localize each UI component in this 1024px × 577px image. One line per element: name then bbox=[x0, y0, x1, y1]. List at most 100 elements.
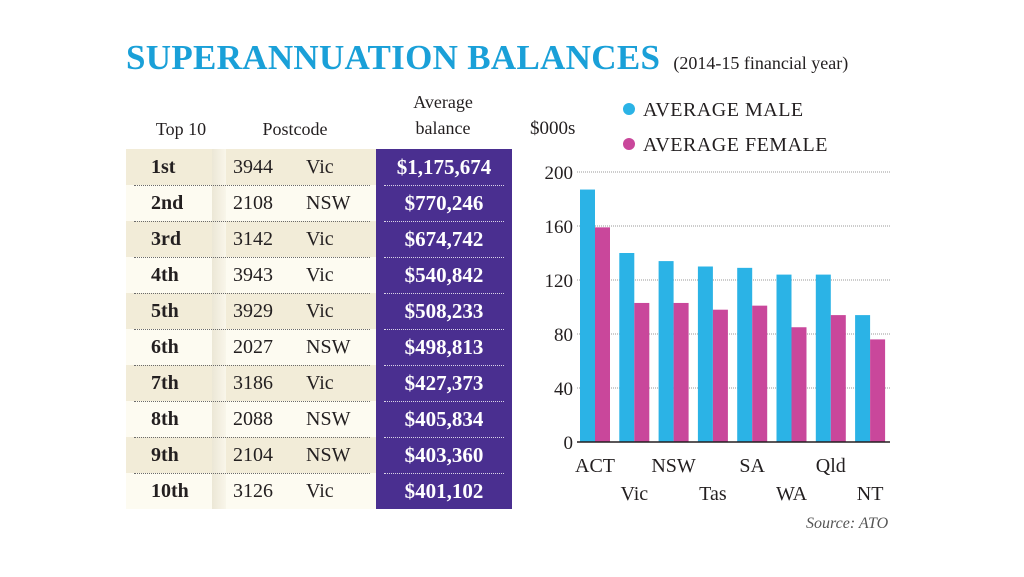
table-row bbox=[126, 437, 376, 473]
balance-divider bbox=[384, 401, 504, 402]
row-rank: 1st bbox=[151, 156, 176, 178]
table-row bbox=[126, 293, 376, 329]
row-state: Vic bbox=[306, 228, 334, 250]
x-tick-label: NT bbox=[857, 483, 884, 505]
row-rank: 9th bbox=[151, 444, 179, 466]
row-balance: $401,102 bbox=[404, 479, 484, 503]
bar-male-nsw bbox=[658, 261, 674, 442]
legend-female-dot-icon bbox=[623, 138, 635, 150]
row-postcode: 3126 bbox=[233, 480, 273, 502]
y-tick-label: 40 bbox=[554, 379, 573, 400]
row-balance: $508,233 bbox=[404, 299, 484, 323]
balance-divider bbox=[384, 185, 504, 186]
x-tick-label: Vic bbox=[620, 483, 648, 505]
row-state: NSW bbox=[306, 336, 351, 358]
row-balance: $498,813 bbox=[404, 335, 484, 359]
row-balance: $540,842 bbox=[404, 263, 484, 287]
row-balance: $770,246 bbox=[404, 191, 484, 215]
bar-male-nt bbox=[855, 315, 871, 442]
bar-male-wa bbox=[776, 274, 792, 442]
source-note: Source: ATO bbox=[806, 515, 889, 532]
table-row bbox=[126, 401, 376, 437]
legend-female: AVERAGE FEMALE bbox=[623, 134, 828, 157]
row-balance: $403,360 bbox=[404, 443, 484, 467]
row-postcode: 2104 bbox=[233, 444, 273, 466]
balance-divider bbox=[384, 257, 504, 258]
row-postcode: 3142 bbox=[233, 228, 273, 250]
row-balance: $405,834 bbox=[404, 407, 484, 431]
table-row bbox=[126, 149, 376, 185]
bar-female-nsw bbox=[673, 302, 689, 442]
row-divider bbox=[134, 473, 370, 474]
title-row: SUPERANNUATION BALANCES (2014-15 financi… bbox=[126, 38, 848, 78]
bar-male-act bbox=[580, 189, 595, 442]
header-balance-line2: balance bbox=[415, 118, 471, 138]
header-balance-line1: Average bbox=[413, 92, 473, 112]
y-tick-label: 80 bbox=[554, 325, 573, 346]
bar-female-nt bbox=[870, 339, 886, 442]
row-postcode: 2088 bbox=[233, 408, 273, 430]
x-tick-label: Tas bbox=[699, 483, 727, 505]
y-tick-label: 200 bbox=[545, 163, 574, 184]
row-balance: $674,742 bbox=[404, 227, 484, 251]
row-state: NSW bbox=[306, 444, 351, 466]
row-rank: 7th bbox=[151, 372, 179, 394]
row-postcode: 3944 bbox=[233, 156, 273, 178]
legend-male-label: AVERAGE MALE bbox=[643, 99, 804, 121]
bar-female-vic bbox=[634, 302, 650, 442]
row-divider bbox=[134, 401, 370, 402]
y-axis-unit-label: $000s bbox=[530, 118, 576, 139]
table-row bbox=[126, 221, 376, 257]
bar-female-tas bbox=[712, 309, 728, 442]
row-postcode: 3929 bbox=[233, 300, 273, 322]
table-row bbox=[126, 257, 376, 293]
y-tick-label: 0 bbox=[564, 433, 574, 454]
row-rank: 3rd bbox=[151, 228, 181, 250]
table-row bbox=[126, 185, 376, 221]
balance-divider bbox=[384, 293, 504, 294]
row-rank: 5th bbox=[151, 300, 179, 322]
table-row bbox=[126, 473, 376, 509]
balance-divider bbox=[384, 221, 504, 222]
legend-male-dot-icon bbox=[623, 103, 635, 115]
bar-male-qld bbox=[815, 274, 831, 442]
balance-divider bbox=[384, 437, 504, 438]
header-postcode: Postcode bbox=[262, 119, 328, 139]
row-balance: $427,373 bbox=[404, 371, 484, 395]
y-tick-label: 120 bbox=[545, 271, 574, 292]
row-state: Vic bbox=[306, 156, 334, 178]
x-tick-label: NSW bbox=[651, 455, 696, 477]
row-state: NSW bbox=[306, 192, 351, 214]
row-state: Vic bbox=[306, 480, 334, 502]
table-row bbox=[126, 365, 376, 401]
row-postcode: 2027 bbox=[233, 336, 273, 358]
x-tick-label: WA bbox=[776, 483, 808, 505]
balance-divider bbox=[384, 329, 504, 330]
row-divider bbox=[134, 293, 370, 294]
row-postcode: 3186 bbox=[233, 372, 273, 394]
chart-subtitle: (2014-15 financial year) bbox=[673, 53, 849, 73]
y-tick-label: 160 bbox=[545, 217, 574, 238]
row-rank: 6th bbox=[151, 336, 179, 358]
bar-female-wa bbox=[791, 327, 807, 442]
row-divider bbox=[134, 437, 370, 438]
bar-female-qld bbox=[830, 315, 846, 442]
bar-female-sa bbox=[752, 305, 768, 442]
bar-male-tas bbox=[697, 266, 713, 442]
ranking-table: 1st 3944 Vic $1,175,674 2nd 2108 NSW $770,246 3r… bbox=[126, 149, 512, 509]
legend-female-label: AVERAGE FEMALE bbox=[643, 134, 828, 156]
header-rank: Top 10 bbox=[155, 119, 207, 139]
row-state: Vic bbox=[306, 300, 334, 322]
legend-male: AVERAGE MALE bbox=[623, 99, 804, 122]
bar-male-sa bbox=[737, 267, 753, 442]
table-row bbox=[126, 329, 376, 365]
row-rank: 8th bbox=[151, 408, 179, 430]
row-rank: 4th bbox=[151, 264, 179, 286]
x-tick-label: Qld bbox=[816, 455, 846, 477]
chart-title: SUPERANNUATION BALANCES bbox=[126, 38, 661, 77]
row-state: Vic bbox=[306, 264, 334, 286]
x-tick-label: ACT bbox=[575, 455, 615, 477]
row-divider bbox=[134, 221, 370, 222]
row-state: NSW bbox=[306, 408, 351, 430]
row-divider bbox=[134, 185, 370, 186]
